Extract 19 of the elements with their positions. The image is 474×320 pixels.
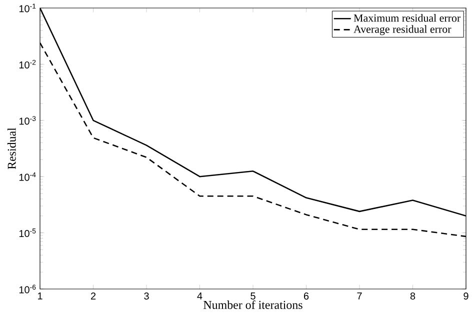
x-tick-label: 8 [410, 292, 416, 300]
legend-label: Maximum residual error [354, 14, 461, 22]
y-tick-label: 10$^{-4}$ [19, 172, 36, 181]
x-tick-label: 4 [197, 292, 202, 300]
x-tick-label: 6 [304, 292, 309, 300]
y-tick-label: 10$^{-2}$ [19, 60, 36, 68]
x-tick-label: 7 [357, 292, 362, 300]
legend-label: Average residual error [354, 25, 452, 36]
x-tick-label: 1 [38, 292, 42, 300]
x-tick-label: 9 [464, 292, 468, 300]
y-tick-label: 10$^{-3}$ [19, 116, 36, 125]
x-tick-label: 3 [144, 292, 149, 300]
y-tick-label: 10$^{-6}$ [19, 284, 36, 294]
x-tick-label: 5 [250, 292, 256, 300]
x-axis-title: Number of iterations [204, 300, 302, 309]
x-tick-label: 2 [90, 292, 96, 300]
y-tick-label: 10$^{-5}$ [19, 228, 36, 238]
y-axis-title: Residual [7, 128, 16, 170]
y-tick-label: 10$^{-1}$ [19, 4, 36, 12]
